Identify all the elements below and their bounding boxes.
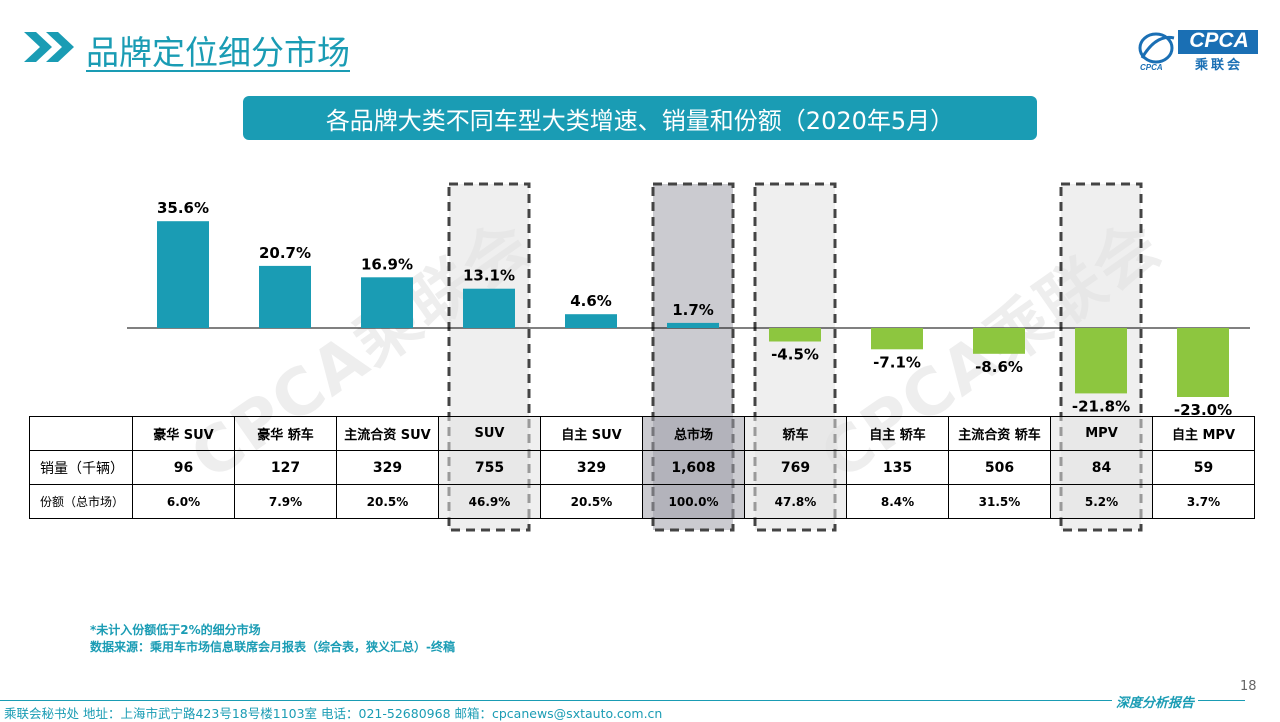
footnote-source: 数据来源：乘用车市场信息联席会月报表（综合表，狭义汇总）-终稿 bbox=[90, 640, 455, 654]
logo-text: CPCA bbox=[1189, 29, 1249, 52]
table-cell-sales: 755 bbox=[438, 450, 541, 485]
table-header-cell: 自主 SUV bbox=[540, 416, 643, 451]
table-header-cell: 自主 MPV bbox=[1152, 416, 1255, 451]
bar bbox=[769, 328, 821, 342]
footnote-share: *未计入份额低于2%的细分市场 bbox=[90, 623, 261, 637]
table-row-sales: 销量（千辆） 96 127 329 755 329 1,608 769 135 506 84 59 bbox=[29, 450, 1255, 485]
bar bbox=[565, 314, 617, 328]
table-cell-share: 7.9% bbox=[234, 484, 337, 519]
table-cell-sales: 1,608 bbox=[642, 450, 745, 485]
bar bbox=[1177, 328, 1229, 397]
data-label: 35.6% bbox=[157, 199, 209, 217]
table-cell-sales: 96 bbox=[132, 450, 235, 485]
table-cell-share: 6.0% bbox=[132, 484, 235, 519]
footnotes: *未计入份额低于2%的细分市场 数据来源：乘用车市场信息联席会月报表（综合表，狭… bbox=[90, 622, 455, 656]
table-cell-share: 3.7% bbox=[1152, 484, 1255, 519]
cpca-logo: CPCA CPCA 乘联会 bbox=[1134, 24, 1264, 74]
data-label: -23.0% bbox=[1174, 401, 1232, 419]
table-cell-sales: 59 bbox=[1152, 450, 1255, 485]
table-cell-sales: 769 bbox=[744, 450, 847, 485]
bar bbox=[463, 288, 515, 328]
table-cell-share: 20.5% bbox=[336, 484, 439, 519]
table-cell-share: 5.2% bbox=[1050, 484, 1153, 519]
table-header-row: 豪华 SUV 豪华 轿车 主流合资 SUV SUV 自主 SUV 总市场 轿车 自主 轿车 主流… bbox=[29, 416, 1255, 451]
bar bbox=[973, 328, 1025, 354]
table-header-cell: 总市场 bbox=[642, 416, 745, 451]
table-corner-cell bbox=[29, 416, 133, 451]
logo-subtext: 乘联会 bbox=[1194, 58, 1243, 73]
data-label: 4.6% bbox=[570, 292, 612, 310]
table-cell-share: 100.0% bbox=[642, 484, 745, 519]
chart-subtitle: 各品牌大类不同车型大类增速、销量和份额（2020年5月） bbox=[243, 96, 1037, 140]
table-cell-sales: 329 bbox=[336, 450, 439, 485]
data-label: -8.6% bbox=[975, 358, 1023, 376]
svg-text:CPCA: CPCA bbox=[1140, 63, 1163, 72]
footer-divider bbox=[0, 700, 1245, 701]
footer-contact: 乘联会秘书处 地址：上海市武宁路423号18号楼1103室 电话：021-526… bbox=[4, 706, 663, 721]
row-label-sales: 销量（千辆） bbox=[29, 450, 133, 485]
bar bbox=[871, 328, 923, 350]
data-table: 豪华 SUV 豪华 轿车 主流合资 SUV SUV 自主 SUV 总市场 轿车 自主 轿车 主流… bbox=[29, 416, 1255, 519]
table-cell-sales: 506 bbox=[948, 450, 1051, 485]
table-header-cell: 自主 轿车 bbox=[846, 416, 949, 451]
data-label: 1.7% bbox=[672, 301, 714, 319]
bar bbox=[361, 277, 413, 328]
data-label: -7.1% bbox=[873, 353, 921, 371]
footer-report-label: 深度分析报告 bbox=[1112, 692, 1199, 711]
table-header-cell: 豪华 SUV bbox=[132, 416, 235, 451]
data-label: 20.7% bbox=[259, 244, 311, 262]
row-label-share: 份额（总市场） bbox=[29, 484, 133, 519]
table-cell-share: 47.8% bbox=[744, 484, 847, 519]
table-header-cell: 轿车 bbox=[744, 416, 847, 451]
table-header-cell: 主流合资 SUV bbox=[336, 416, 439, 451]
table-header-cell: MPV bbox=[1050, 416, 1153, 451]
bar bbox=[1075, 328, 1127, 394]
table-header-cell: 豪华 轿车 bbox=[234, 416, 337, 451]
page-title: 品牌定位细分市场 bbox=[86, 33, 350, 72]
page-number: 18 bbox=[1240, 679, 1257, 694]
bar bbox=[157, 221, 209, 328]
data-label: -4.5% bbox=[771, 346, 819, 364]
table-row-share: 份额（总市场） 6.0% 7.9% 20.5% 46.9% 20.5% 100.0% 47.… bbox=[29, 484, 1255, 519]
bar bbox=[667, 322, 719, 328]
table-header-cell: 主流合资 轿车 bbox=[948, 416, 1051, 451]
table-cell-share: 31.5% bbox=[948, 484, 1051, 519]
table-cell-share: 46.9% bbox=[438, 484, 541, 519]
table-cell-sales: 135 bbox=[846, 450, 949, 485]
table-cell-sales: 329 bbox=[540, 450, 643, 485]
chevron-double-icon bbox=[24, 32, 74, 62]
table-cell-sales: 84 bbox=[1050, 450, 1153, 485]
table-cell-share: 20.5% bbox=[540, 484, 643, 519]
data-label: 16.9% bbox=[361, 255, 413, 273]
table-cell-share: 8.4% bbox=[846, 484, 949, 519]
data-label: 13.1% bbox=[463, 267, 515, 285]
table-cell-sales: 127 bbox=[234, 450, 337, 485]
data-label: -21.8% bbox=[1072, 397, 1130, 415]
table-header-cell: SUV bbox=[438, 416, 541, 451]
bar bbox=[259, 265, 311, 328]
